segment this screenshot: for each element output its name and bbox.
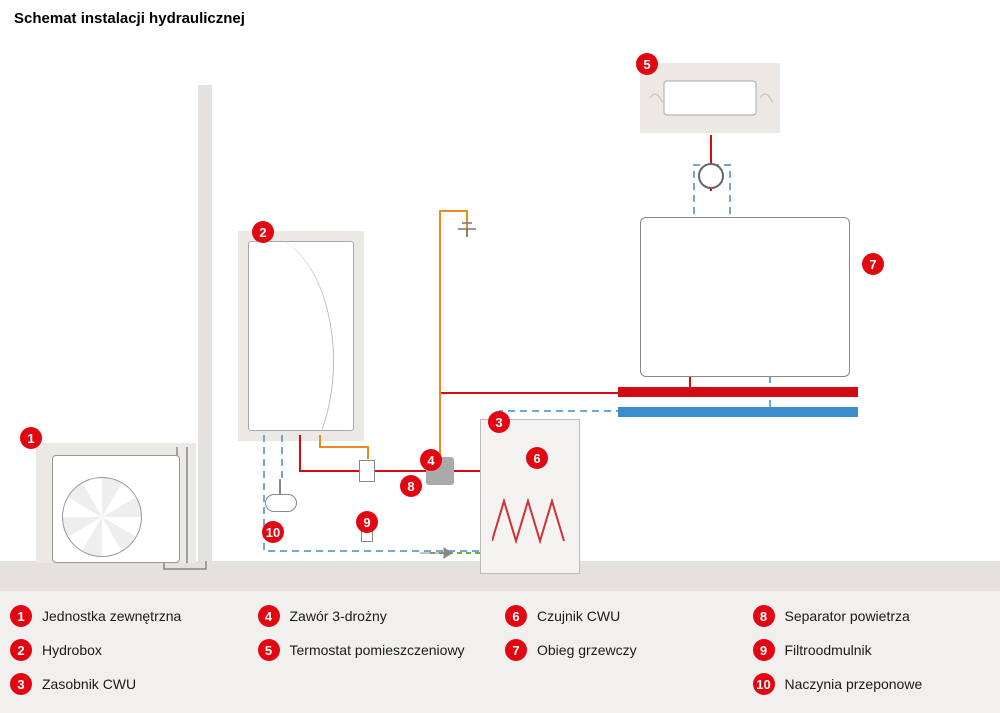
tank-coil-icon: [492, 491, 568, 551]
legend-badge: 1: [10, 605, 32, 627]
callout-6: 6: [526, 447, 548, 469]
legend-label: Naczynia przeponowe: [785, 676, 923, 692]
hydrobox-face: [248, 241, 354, 431]
legend-item-7: 7 Obieg grzewczy: [505, 639, 743, 661]
outdoor-fan-icon: [62, 477, 142, 557]
callout-8: 8: [400, 475, 422, 497]
air-separator: [359, 460, 375, 482]
legend-item-8: 8 Separator powietrza: [753, 605, 991, 627]
legend-badge: 2: [10, 639, 32, 661]
legend-item-10: 10 Naczynia przeponowe: [753, 673, 991, 695]
callout-7: 7: [862, 253, 884, 275]
sensor-ring-icon: [698, 163, 724, 189]
legend-badge: 7: [505, 639, 527, 661]
legend-item-6: 6 Czujnik CWU: [505, 605, 743, 627]
callout-10: 10: [262, 521, 284, 543]
callout-4: 4: [420, 449, 442, 471]
callout-9: 9: [356, 511, 378, 533]
legend-label: Zawór 3-drożny: [290, 608, 387, 624]
return-manifold: [618, 407, 858, 417]
legend-badge: 3: [10, 673, 32, 695]
diagram-title: Schemat instalacji hydraulicznej: [0, 0, 1000, 31]
legend-label: Termostat pomieszczeniowy: [290, 642, 465, 658]
legend-label: Filtroodmulnik: [785, 642, 872, 658]
legend-badge: 9: [753, 639, 775, 661]
callout-5: 5: [636, 53, 658, 75]
legend-item-4: 4 Zawór 3-drożny: [258, 605, 496, 627]
legend-item-5: 5 Termostat pomieszczeniowy: [258, 639, 496, 661]
legend-badge: 4: [258, 605, 280, 627]
legend-item-2: 2 Hydrobox: [10, 639, 248, 661]
supply-manifold: [618, 387, 858, 397]
callout-2: 2: [252, 221, 274, 243]
legend-item-1: 1 Jednostka zewnętrzna: [10, 605, 248, 627]
expansion-vessel-stem: [279, 479, 281, 495]
legend-label: Obieg grzewczy: [537, 642, 637, 658]
legend-item-9: 9 Filtroodmulnik: [753, 639, 991, 661]
callout-3: 3: [488, 411, 510, 433]
hydraulic-diagram: 1 2 3 4 5 6 7 89 10: [0, 31, 1000, 591]
legend: 1 Jednostka zewnętrzna 4 Zawór 3-drożny 6 Czu…: [0, 591, 1000, 713]
legend-label: Czujnik CWU: [537, 608, 620, 624]
expansion-vessel: [265, 494, 297, 512]
legend-label: Jednostka zewnętrzna: [42, 608, 181, 624]
legend-label: Hydrobox: [42, 642, 102, 658]
legend-item-3: 3 Zasobnik CWU: [10, 673, 248, 695]
legend-badge: 8: [753, 605, 775, 627]
legend-label: Zasobnik CWU: [42, 676, 136, 692]
legend-label: Separator powietrza: [785, 608, 910, 624]
heating-circuit-box: [640, 217, 850, 377]
legend-badge: 10: [753, 673, 775, 695]
legend-badge: 5: [258, 639, 280, 661]
callout-1: 1: [20, 427, 42, 449]
legend-badge: 6: [505, 605, 527, 627]
